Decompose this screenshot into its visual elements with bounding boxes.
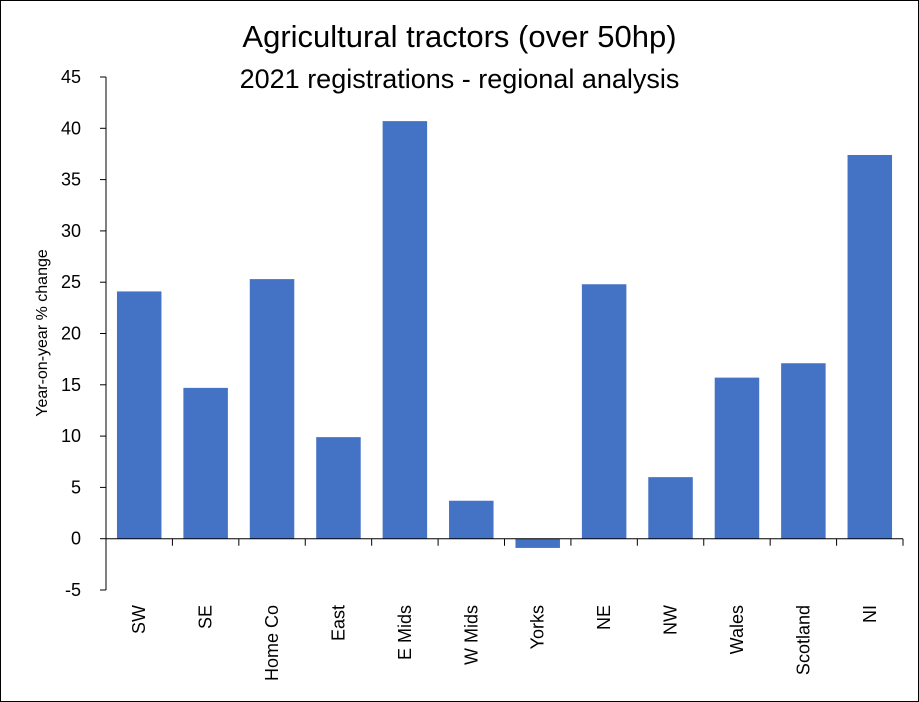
bar-yorks [515,538,560,548]
x-tick-label: SE [196,605,216,629]
y-tick-label: 45 [61,67,81,87]
x-tick-label: NI [860,605,880,623]
x-tick-label: Wales [727,605,747,654]
bar-ni [847,154,893,539]
y-tick-label: 35 [61,170,81,190]
bar-wales [714,377,760,539]
bar-scotland [781,363,826,539]
bar-nw [648,477,693,539]
y-tick-label: 25 [61,272,81,292]
y-tick-label: -5 [65,580,81,600]
x-tick-label: SW [129,605,149,634]
bar-home-co [249,279,295,539]
y-tick-label: 40 [61,118,81,138]
chart-subtitle: 2021 registrations - regional analysis [239,64,680,94]
y-tick-label: 30 [61,221,81,241]
x-tick-label: W Mids [461,605,481,665]
chart-title: Agricultural tractors (over 50hp) [242,19,677,54]
x-tick-label: Scotland [793,605,813,675]
bar-sw [116,291,162,539]
x-tick-label: NW [661,605,681,635]
bars-layer [116,121,893,548]
bar-east [316,437,361,539]
bar-ne [581,284,627,539]
bar-se [183,387,228,539]
y-tick-label: 10 [61,426,81,446]
bar-e-mids [382,121,428,539]
bar-w-mids [449,500,494,539]
y-tick-label: 15 [61,375,81,395]
x-tick-label: E Mids [395,605,415,660]
y-tick-label: 0 [71,529,81,549]
axes-layer: -5 0 5 10 15 20 25 30 35 40 45 SW SE Home Co East E Mid… [61,67,904,681]
x-tick-label: NE [594,605,614,630]
x-tick-label: Home Co [262,605,282,681]
y-tick-label: 5 [71,477,81,497]
x-tick-label: Yorks [528,605,548,649]
y-tick-label: 20 [61,324,81,344]
x-tick-label: East [328,605,348,641]
y-axis-label: Year-on-year % change [34,249,51,417]
